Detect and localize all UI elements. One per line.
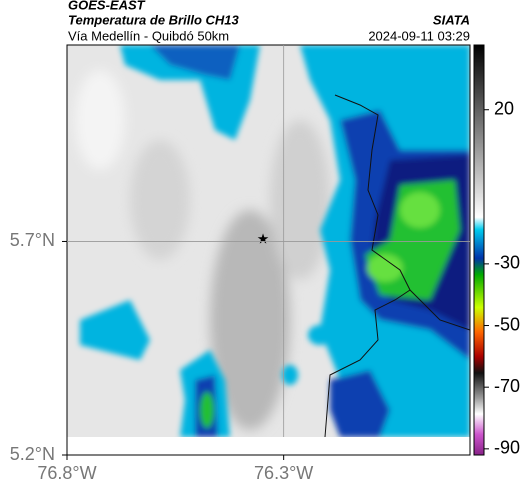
svg-text:★: ★ (257, 231, 270, 247)
title: GOES-EAST (68, 0, 146, 12)
colorbar-tick-label: -50 (494, 314, 520, 334)
subtitle: Temperatura de Brillo CH13 (68, 12, 240, 27)
colorbar-tick-label: 20 (494, 98, 514, 118)
colorbar-tick-label: -90 (494, 438, 520, 458)
x-tick-label: 76.8°W (37, 463, 96, 483)
source: SIATA (433, 12, 470, 27)
colorbar-tick-label: -70 (494, 376, 520, 396)
route: Vía Medellín - Quibdó 50km (68, 28, 229, 43)
y-tick-label: 5.7°N (10, 230, 55, 250)
colorbar-tick-label: -30 (494, 253, 520, 273)
colorbar (473, 44, 485, 456)
satellite-image: ★ (67, 45, 470, 437)
y-tick-label: 5.2°N (10, 444, 55, 464)
timestamp: 2024-09-11 03:29 (368, 28, 470, 43)
x-tick-label: 76.3°W (254, 463, 313, 483)
